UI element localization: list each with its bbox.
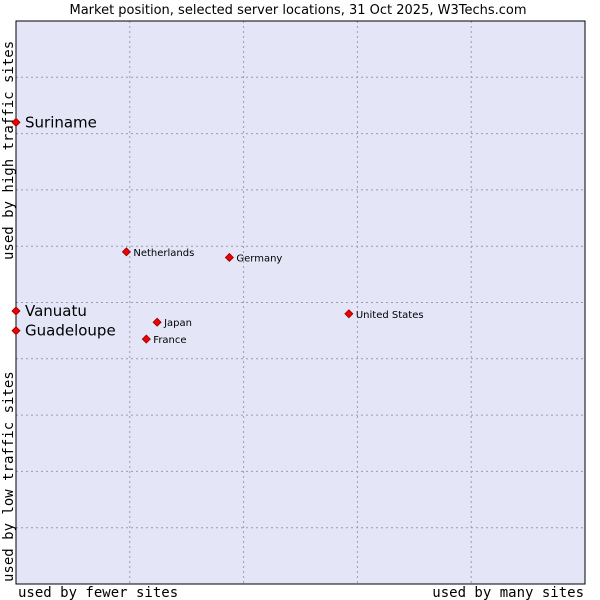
point-label-vanuatu: Vanuatu (25, 302, 87, 320)
x-axis-label-right: used by many sites (432, 585, 584, 600)
point-marker-suriname (11, 117, 21, 127)
y-axis-label-bottom: used by low traffic sites (1, 371, 17, 582)
point-marker-france (141, 334, 151, 344)
point-marker-germany (224, 252, 234, 263)
point-label-suriname: Suriname (25, 113, 97, 131)
point-label-united-states: United States (356, 310, 424, 321)
data-point-united-states: United States (344, 309, 424, 321)
plot-area (16, 21, 585, 584)
data-point-suriname: Suriname (11, 113, 97, 131)
point-marker-united-states (344, 309, 354, 319)
data-point-netherlands: Netherlands (121, 247, 194, 259)
data-points: Suriname Netherlands Germany Vanuatu United … (11, 113, 424, 346)
point-marker-guadeloupe (11, 326, 21, 336)
point-marker-netherlands (121, 247, 131, 257)
data-point-japan: Japan (152, 317, 192, 329)
plot-frame (15, 20, 586, 585)
grid (16, 21, 585, 584)
point-marker-vanuatu (11, 306, 21, 316)
chart-title: Market position, selected server locatio… (69, 3, 526, 18)
x-axis-label-left: used by fewer sites (18, 585, 178, 600)
point-marker-japan (152, 317, 162, 327)
point-label-germany: Germany (236, 253, 282, 264)
point-label-japan: Japan (163, 318, 192, 329)
data-point-france: France (141, 334, 187, 346)
y-axis-label-top: used by high traffic sites (1, 41, 17, 260)
point-label-netherlands: Netherlands (133, 248, 194, 259)
point-label-guadeloupe: Guadeloupe (25, 322, 116, 340)
data-point-guadeloupe: Guadeloupe (11, 322, 116, 340)
data-point-vanuatu: Vanuatu (11, 302, 87, 320)
point-label-france: France (153, 335, 186, 346)
data-point-germany: Germany (224, 252, 282, 264)
